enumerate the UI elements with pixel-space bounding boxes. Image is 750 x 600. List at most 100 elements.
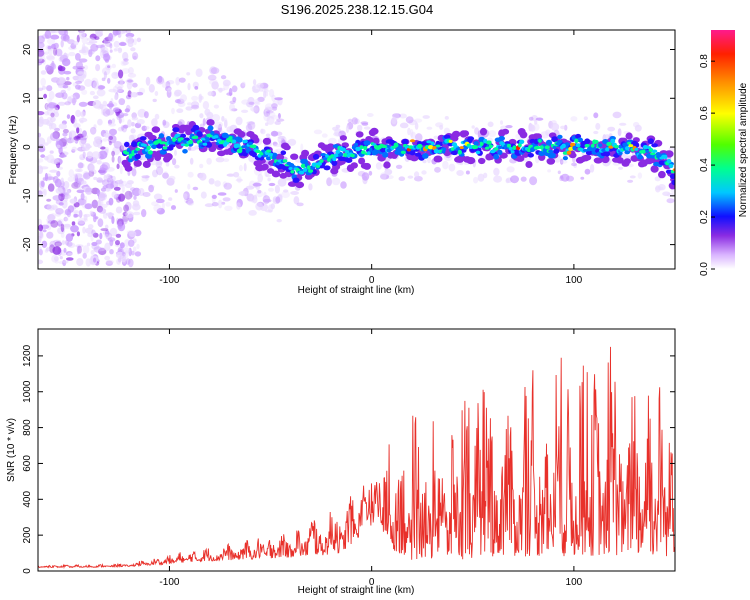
- heatmap-noise-cell: [42, 229, 47, 233]
- heatmap-noise-cell: [243, 163, 247, 172]
- heatmap-noise-cell: [118, 98, 126, 106]
- heatmap-noise-cell: [152, 98, 157, 103]
- heatmap-noise-cell: [39, 180, 45, 189]
- heatmap-noise-cell: [434, 166, 441, 173]
- heatmap-noise-cell: [121, 68, 130, 74]
- heatmap-noise-cell: [171, 205, 176, 210]
- heatmap-noise-cell: [100, 187, 107, 192]
- heatmap-ridge-cell: [300, 163, 306, 169]
- heatmap-ridge-cell: [266, 149, 272, 153]
- heatmap-noise-cell: [627, 179, 634, 183]
- heatmap-ridge-cell: [146, 145, 151, 151]
- heatmap-noise-cell: [313, 129, 323, 135]
- heatmap-noise-cell: [607, 126, 616, 132]
- heatmap-noise-cell: [38, 165, 44, 174]
- heatmap-noise-cell: [60, 223, 65, 233]
- heatmap-ridge-cell: [619, 137, 628, 144]
- heatmap-noise-cell: [131, 122, 135, 127]
- heatmap-noise-cell: [53, 111, 60, 118]
- heatmap-noise-cell: [81, 89, 88, 95]
- heatmap-noise-cell: [108, 100, 113, 110]
- heatmap-ridge-cell: [271, 156, 277, 160]
- heatmap-noise-cell: [357, 170, 366, 177]
- heatmap-noise-cell: [93, 124, 97, 130]
- heatmap-noise-cell: [101, 67, 111, 76]
- heatmap-noise-cell: [38, 116, 42, 121]
- heatmap-noise-cell: [593, 112, 599, 119]
- heatmap-noise-cell: [136, 119, 145, 125]
- heatmap-ridge-cell: [525, 161, 533, 168]
- heatmap-noise-cell: [89, 210, 94, 215]
- heatmap-ridge-cell: [280, 150, 287, 155]
- snr-ytick-label: 1000: [22, 380, 33, 403]
- heatmap-noise-cell: [107, 237, 116, 242]
- heatmap-ridge-cell: [127, 157, 133, 163]
- heatmap-ridge-cell: [312, 153, 320, 160]
- heatmap-noise-cell: [63, 247, 67, 253]
- heatmap-ridge-cell: [322, 156, 328, 161]
- heatmap-ridge-cell: [497, 145, 502, 150]
- heatmap-noise-cell: [157, 75, 163, 83]
- heatmap-noise-cell: [84, 195, 88, 202]
- heatmap-noise-cell: [191, 95, 199, 101]
- heatmap-ridge-cell: [174, 133, 181, 138]
- heatmap-noise-cell: [253, 101, 261, 106]
- colorbar-tick-label: 0.2: [699, 210, 710, 224]
- heatmap-noise-cell: [366, 113, 374, 117]
- heatmap-ridge-cell: [473, 141, 479, 146]
- heatmap-ridge-cell: [479, 141, 484, 146]
- heatmap-noise-cell: [333, 132, 342, 137]
- heatmap-ridge-cell: [302, 167, 308, 172]
- heatmap-noise-cell: [81, 180, 87, 185]
- heatmap-noise-cell: [253, 105, 260, 114]
- heatmap-ridge-cell: [142, 160, 151, 168]
- heatmap-noise-cell: [119, 42, 127, 47]
- heatmap-ridge-cell: [302, 158, 308, 165]
- heatmap-ridge-cell: [142, 143, 148, 147]
- heatmap-ridge-cell: [669, 173, 675, 180]
- heatmap-ridge-cell: [455, 147, 461, 151]
- heatmap-noise-cell: [584, 168, 591, 175]
- heatmap-noise-cell: [108, 123, 116, 127]
- heatmap-noise-cell: [118, 117, 122, 124]
- heatmap-noise-cell: [41, 85, 47, 90]
- heatmap-noise-cell: [241, 99, 250, 105]
- heatmap-noise-cell: [217, 192, 227, 196]
- heatmap-noise-cell: [252, 182, 262, 187]
- snr-series-line: [38, 346, 675, 570]
- heatmap-ridge-cell: [551, 136, 558, 143]
- heatmap-noise-cell: [183, 193, 188, 200]
- heatmap-noise-cell: [114, 180, 124, 185]
- heatmap-noise-cell: [107, 77, 111, 84]
- heatmap-noise-cell: [130, 187, 136, 191]
- heatmap-noise-cell: [224, 205, 233, 211]
- heatmap-noise-cell: [75, 84, 81, 90]
- heatmap-noise-cell: [85, 187, 93, 195]
- snr-xtick-label: -100: [159, 577, 179, 588]
- heatmap-noise-cell: [82, 245, 90, 254]
- heatmap-noise-cell: [53, 239, 61, 243]
- colorbar-tick-label: 0.6: [699, 106, 710, 120]
- heatmap-ridge-cell: [459, 146, 464, 150]
- heatmap-noise-cell: [199, 95, 204, 100]
- heatmap-noise-cell: [167, 87, 172, 93]
- heatmap-noise-cell: [130, 134, 137, 140]
- heatmap-ridge-cell: [354, 142, 359, 147]
- heatmap-noise-cell: [103, 71, 107, 79]
- heatmap-noise-cell: [269, 89, 275, 98]
- heatmap-ridge-cell: [577, 137, 583, 143]
- heatmap-ridge-cell: [651, 149, 658, 153]
- heatmap-noise-cell: [108, 32, 113, 42]
- heatmap-noise-cell: [118, 221, 123, 230]
- heatmap-noise-cell: [87, 232, 93, 238]
- heatmap-ridge-cell: [479, 127, 488, 136]
- heatmap-noise-cell: [448, 163, 456, 172]
- heatmap-ridge-cell: [330, 154, 335, 158]
- heatmap-noise-cell: [91, 151, 101, 160]
- heatmap-noise-cell: [50, 220, 59, 228]
- heatmap-ridge-cell: [493, 153, 500, 160]
- heatmap-ridge-cell: [310, 166, 315, 170]
- heatmap-noise-cell: [47, 102, 57, 109]
